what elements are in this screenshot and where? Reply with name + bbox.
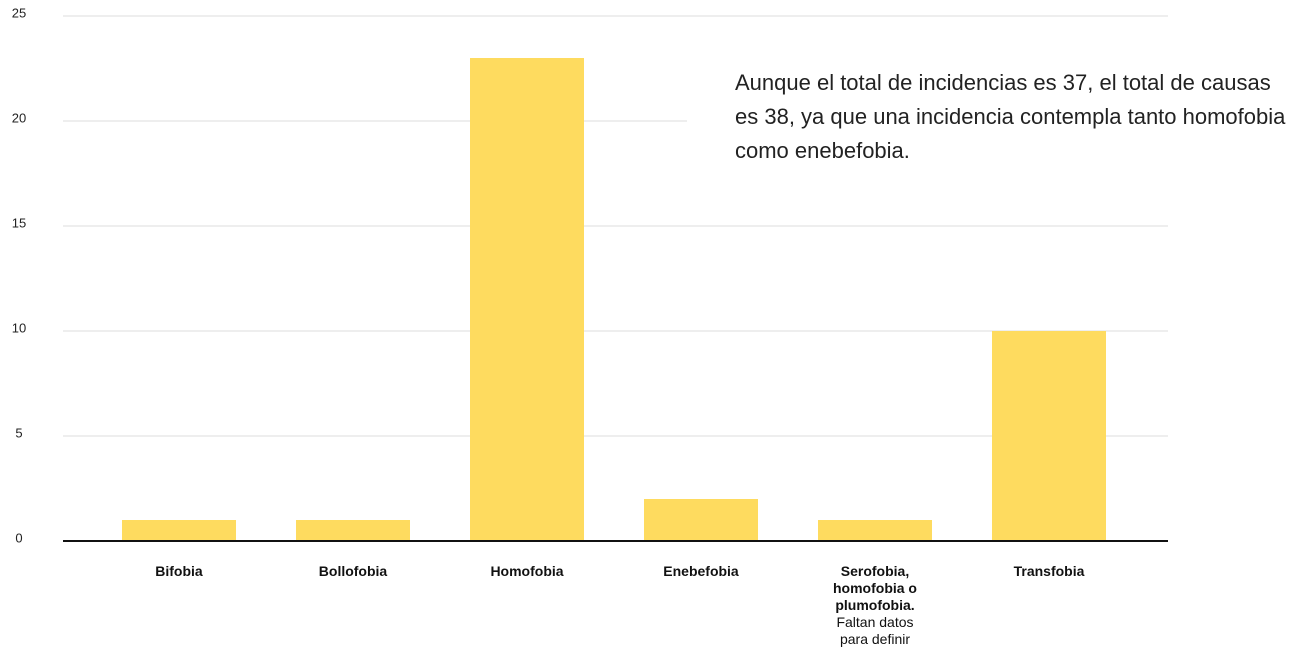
y-tick-label: 25 [12,5,26,20]
annotation: Faltan datos para definir [836,614,914,647]
category-name: Bollofobia [318,563,388,579]
bar [296,520,410,541]
x-tick-label: Bifobia [114,563,244,580]
category-name: Enebefobia [663,563,739,579]
x-tick-label: Bollofobia [288,563,418,580]
y-tick-label: 15 [12,215,26,230]
x-tick-label: Enebefobia [636,563,766,580]
y-tick-label: 5 [15,425,22,440]
y-tick-label: 0 [15,530,22,545]
y-tick-label: 20 [12,110,26,125]
category-name: Homofobia [490,563,564,579]
bar [992,331,1106,541]
annotation: Aunque el total de incidencias es 37, el… [735,70,1286,163]
category-name: Transfobia [1013,563,1085,579]
x-tick-label: Homofobia [462,563,592,580]
bar [644,499,758,541]
bar [122,520,236,541]
bar [470,58,584,541]
x-tick-label: Serofobia, homofobia o plumofobia. Faltan… [810,563,940,648]
x-tick-label: Transfobia [984,563,1114,580]
y-tick-label: 10 [12,320,26,335]
category-name: Serofobia, homofobia o plumofobia. [833,563,917,613]
bar [818,520,932,541]
category-name: Bifobia [155,563,203,579]
annotation-box: Aunque el total de incidencias es 37, el… [687,66,1316,194]
